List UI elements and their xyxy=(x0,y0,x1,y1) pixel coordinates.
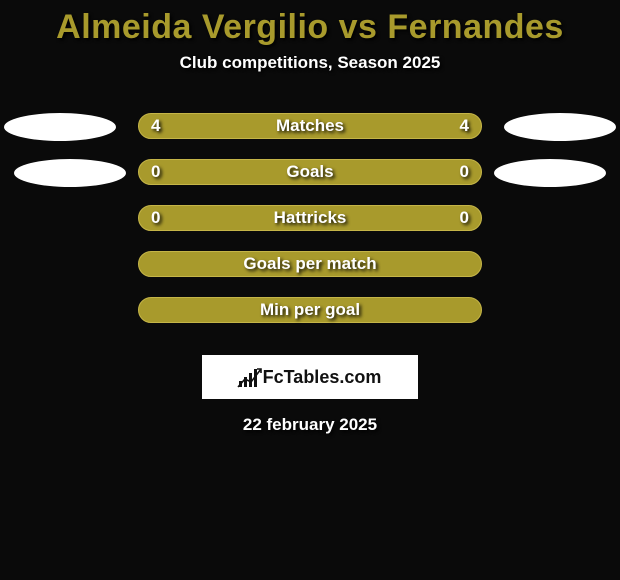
stats-container: 4 Matches 4 0 Goals 0 0 Hattricks 0 Goals per mat… xyxy=(0,113,620,343)
stat-row-wrap: Min per goal xyxy=(0,297,620,343)
logo-box: FcTables.com xyxy=(202,355,418,399)
stat-bar: 4 Matches 4 xyxy=(138,113,482,139)
stat-bar: Min per goal xyxy=(138,297,482,323)
stat-bar: 0 Goals 0 xyxy=(138,159,482,185)
right-ellipse xyxy=(494,159,606,187)
stat-row-wrap: 0 Goals 0 xyxy=(0,159,620,205)
left-ellipse xyxy=(4,113,116,141)
stat-label: Min per goal xyxy=(260,300,360,320)
chart-bars-icon xyxy=(239,367,257,387)
stat-row-wrap: 4 Matches 4 xyxy=(0,113,620,159)
page-title: Almeida Vergilio vs Fernandes xyxy=(0,0,620,47)
right-ellipse xyxy=(504,113,616,141)
logo-text: FcTables.com xyxy=(263,367,382,388)
stat-right-value: 0 xyxy=(460,162,469,182)
stat-label: Matches xyxy=(276,116,344,136)
stat-row-wrap: Goals per match xyxy=(0,251,620,297)
stat-label: Goals xyxy=(286,162,333,182)
stat-label: Goals per match xyxy=(243,254,376,274)
subtitle: Club competitions, Season 2025 xyxy=(0,53,620,73)
stat-right-value: 0 xyxy=(460,208,469,228)
stat-right-value: 4 xyxy=(460,116,469,136)
stat-left-value: 0 xyxy=(151,162,160,182)
stat-left-value: 4 xyxy=(151,116,160,136)
stat-label: Hattricks xyxy=(274,208,347,228)
stat-bar: Goals per match xyxy=(138,251,482,277)
date-label: 22 february 2025 xyxy=(0,415,620,435)
stat-left-value: 0 xyxy=(151,208,160,228)
left-ellipse xyxy=(14,159,126,187)
stat-row-wrap: 0 Hattricks 0 xyxy=(0,205,620,251)
stat-bar: 0 Hattricks 0 xyxy=(138,205,482,231)
